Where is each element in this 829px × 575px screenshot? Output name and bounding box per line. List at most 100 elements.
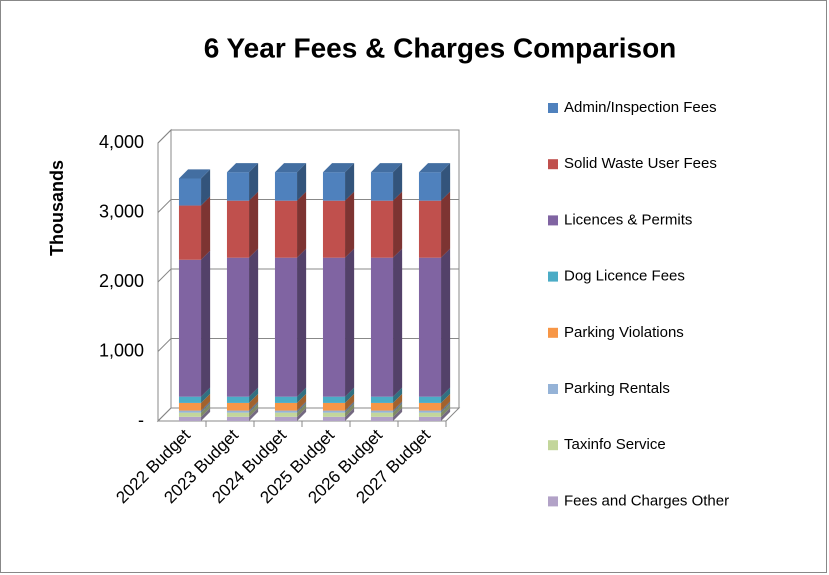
bar-top bbox=[418, 163, 451, 173]
legend-swatch bbox=[548, 384, 558, 394]
bar-segment bbox=[274, 402, 298, 411]
bar-side bbox=[297, 248, 307, 397]
bar-segment bbox=[226, 402, 250, 411]
bar-segment bbox=[418, 412, 442, 417]
bar-side bbox=[249, 191, 259, 258]
bar-segment bbox=[322, 200, 346, 258]
legend-label: Solid Waste User Fees bbox=[564, 155, 717, 172]
bar-side bbox=[249, 248, 259, 397]
bar-side bbox=[201, 196, 211, 260]
bar-side bbox=[393, 403, 403, 417]
bar-top bbox=[226, 163, 259, 173]
bar-side bbox=[297, 191, 307, 258]
legend-label: Fees and Charges Other bbox=[564, 492, 729, 509]
bar-side bbox=[393, 191, 403, 258]
bar-top bbox=[178, 169, 211, 179]
bar-side bbox=[345, 248, 355, 397]
bar-side bbox=[393, 393, 403, 411]
bar-top bbox=[274, 163, 307, 173]
bar-segment bbox=[418, 257, 442, 397]
y-tick-label: 3,000 bbox=[99, 201, 144, 221]
bar-side bbox=[441, 403, 451, 417]
bar-segment bbox=[178, 412, 202, 417]
bar-segment bbox=[226, 200, 250, 258]
bar-side bbox=[441, 387, 451, 403]
y-tick-label: 1,000 bbox=[99, 340, 144, 360]
legend-swatch bbox=[548, 271, 558, 282]
bar-side bbox=[345, 163, 355, 201]
bar-segment bbox=[274, 396, 298, 403]
grid-line bbox=[157, 199, 459, 213]
bar-top bbox=[370, 163, 403, 173]
bar-segment bbox=[418, 416, 442, 421]
bar-segment bbox=[178, 259, 202, 397]
legend-swatch bbox=[548, 440, 558, 451]
bar-side bbox=[249, 401, 259, 413]
bar-segment bbox=[274, 172, 298, 201]
bar-segment bbox=[322, 402, 346, 411]
bar-side bbox=[297, 407, 307, 421]
bar-segment bbox=[370, 172, 394, 201]
bar-side bbox=[297, 393, 307, 411]
bar-segment bbox=[418, 396, 442, 403]
bar-segment bbox=[274, 257, 298, 397]
bar-side bbox=[201, 407, 211, 421]
bar-side bbox=[201, 401, 211, 413]
bar-segment bbox=[370, 410, 394, 413]
bar-segment bbox=[370, 396, 394, 403]
bar-segment bbox=[178, 396, 202, 403]
y-tick-label: 2,000 bbox=[99, 271, 144, 291]
chart-title: 6 Year Fees & Charges Comparison bbox=[204, 32, 677, 63]
bar-segment bbox=[322, 416, 346, 421]
bar-side bbox=[201, 250, 211, 397]
bar-segment bbox=[274, 410, 298, 413]
bar-side bbox=[297, 163, 307, 201]
bar-segment bbox=[370, 402, 394, 411]
bar-side bbox=[441, 407, 451, 421]
bar-side bbox=[249, 407, 259, 421]
bar-side bbox=[249, 387, 259, 403]
bar-segment bbox=[370, 416, 394, 421]
bar-segment bbox=[370, 257, 394, 397]
y-axis-title: Thousands bbox=[47, 160, 67, 256]
bar-segment bbox=[322, 412, 346, 417]
bar-segment bbox=[370, 200, 394, 258]
legend-label: Admin/Inspection Fees bbox=[564, 99, 717, 116]
bar-segment bbox=[418, 410, 442, 413]
bar-side bbox=[441, 393, 451, 411]
y-tick-label: 4,000 bbox=[99, 132, 144, 152]
bar-segment bbox=[370, 412, 394, 417]
legend-swatch bbox=[548, 103, 558, 113]
bar-side bbox=[441, 163, 451, 201]
bar-segment bbox=[226, 257, 250, 397]
bar-segment bbox=[274, 416, 298, 421]
bar-side bbox=[441, 191, 451, 258]
grid-line bbox=[157, 268, 459, 283]
bar-side bbox=[345, 407, 355, 421]
legend-swatch bbox=[548, 215, 558, 226]
bar-segment bbox=[274, 412, 298, 417]
bar-side bbox=[201, 393, 211, 411]
bar-segment bbox=[178, 402, 202, 411]
bar-side bbox=[393, 248, 403, 397]
bar-side bbox=[393, 163, 403, 201]
bar-side bbox=[441, 401, 451, 413]
bar-side bbox=[393, 401, 403, 413]
bar-segment bbox=[178, 410, 202, 413]
bar-segment bbox=[178, 178, 202, 206]
bar-segment bbox=[322, 257, 346, 397]
bar-side bbox=[297, 401, 307, 413]
bar-segment bbox=[274, 200, 298, 258]
bar-side bbox=[201, 169, 211, 206]
bar-segment bbox=[322, 410, 346, 413]
bar-side bbox=[345, 387, 355, 403]
bar-segment bbox=[226, 172, 250, 201]
legend-label: Taxinfo Service bbox=[564, 436, 666, 453]
bar-side bbox=[345, 393, 355, 411]
bar-side bbox=[249, 163, 259, 201]
bar-side bbox=[297, 387, 307, 403]
bar-segment bbox=[226, 416, 250, 421]
bar-segment bbox=[322, 396, 346, 403]
